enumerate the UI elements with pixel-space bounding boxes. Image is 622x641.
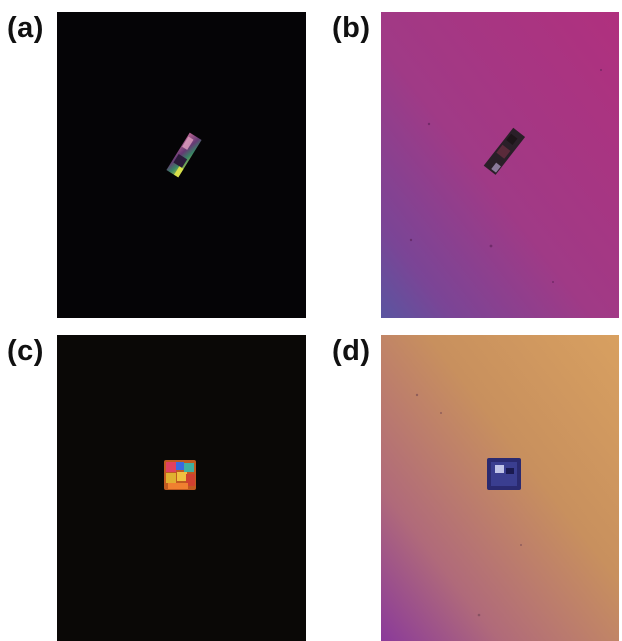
micrograph-b-svg	[381, 12, 619, 318]
micrograph-d-svg	[381, 335, 619, 641]
crystal-c	[164, 460, 196, 490]
micrograph-a	[57, 12, 306, 318]
panel-label-b: (b)	[332, 12, 371, 44]
micrograph-a-svg	[57, 12, 306, 318]
panel-label-c: (c)	[7, 335, 44, 367]
crystal-d	[487, 458, 521, 490]
micrograph-c	[57, 335, 306, 641]
crystal-b	[483, 127, 526, 175]
micrograph-c-svg	[57, 335, 306, 641]
panel-label-a: (a)	[7, 12, 44, 44]
micrograph-b	[381, 12, 619, 318]
panel-label-d: (d)	[332, 335, 371, 367]
crystal-a	[166, 132, 202, 178]
micrograph-d	[381, 335, 619, 641]
